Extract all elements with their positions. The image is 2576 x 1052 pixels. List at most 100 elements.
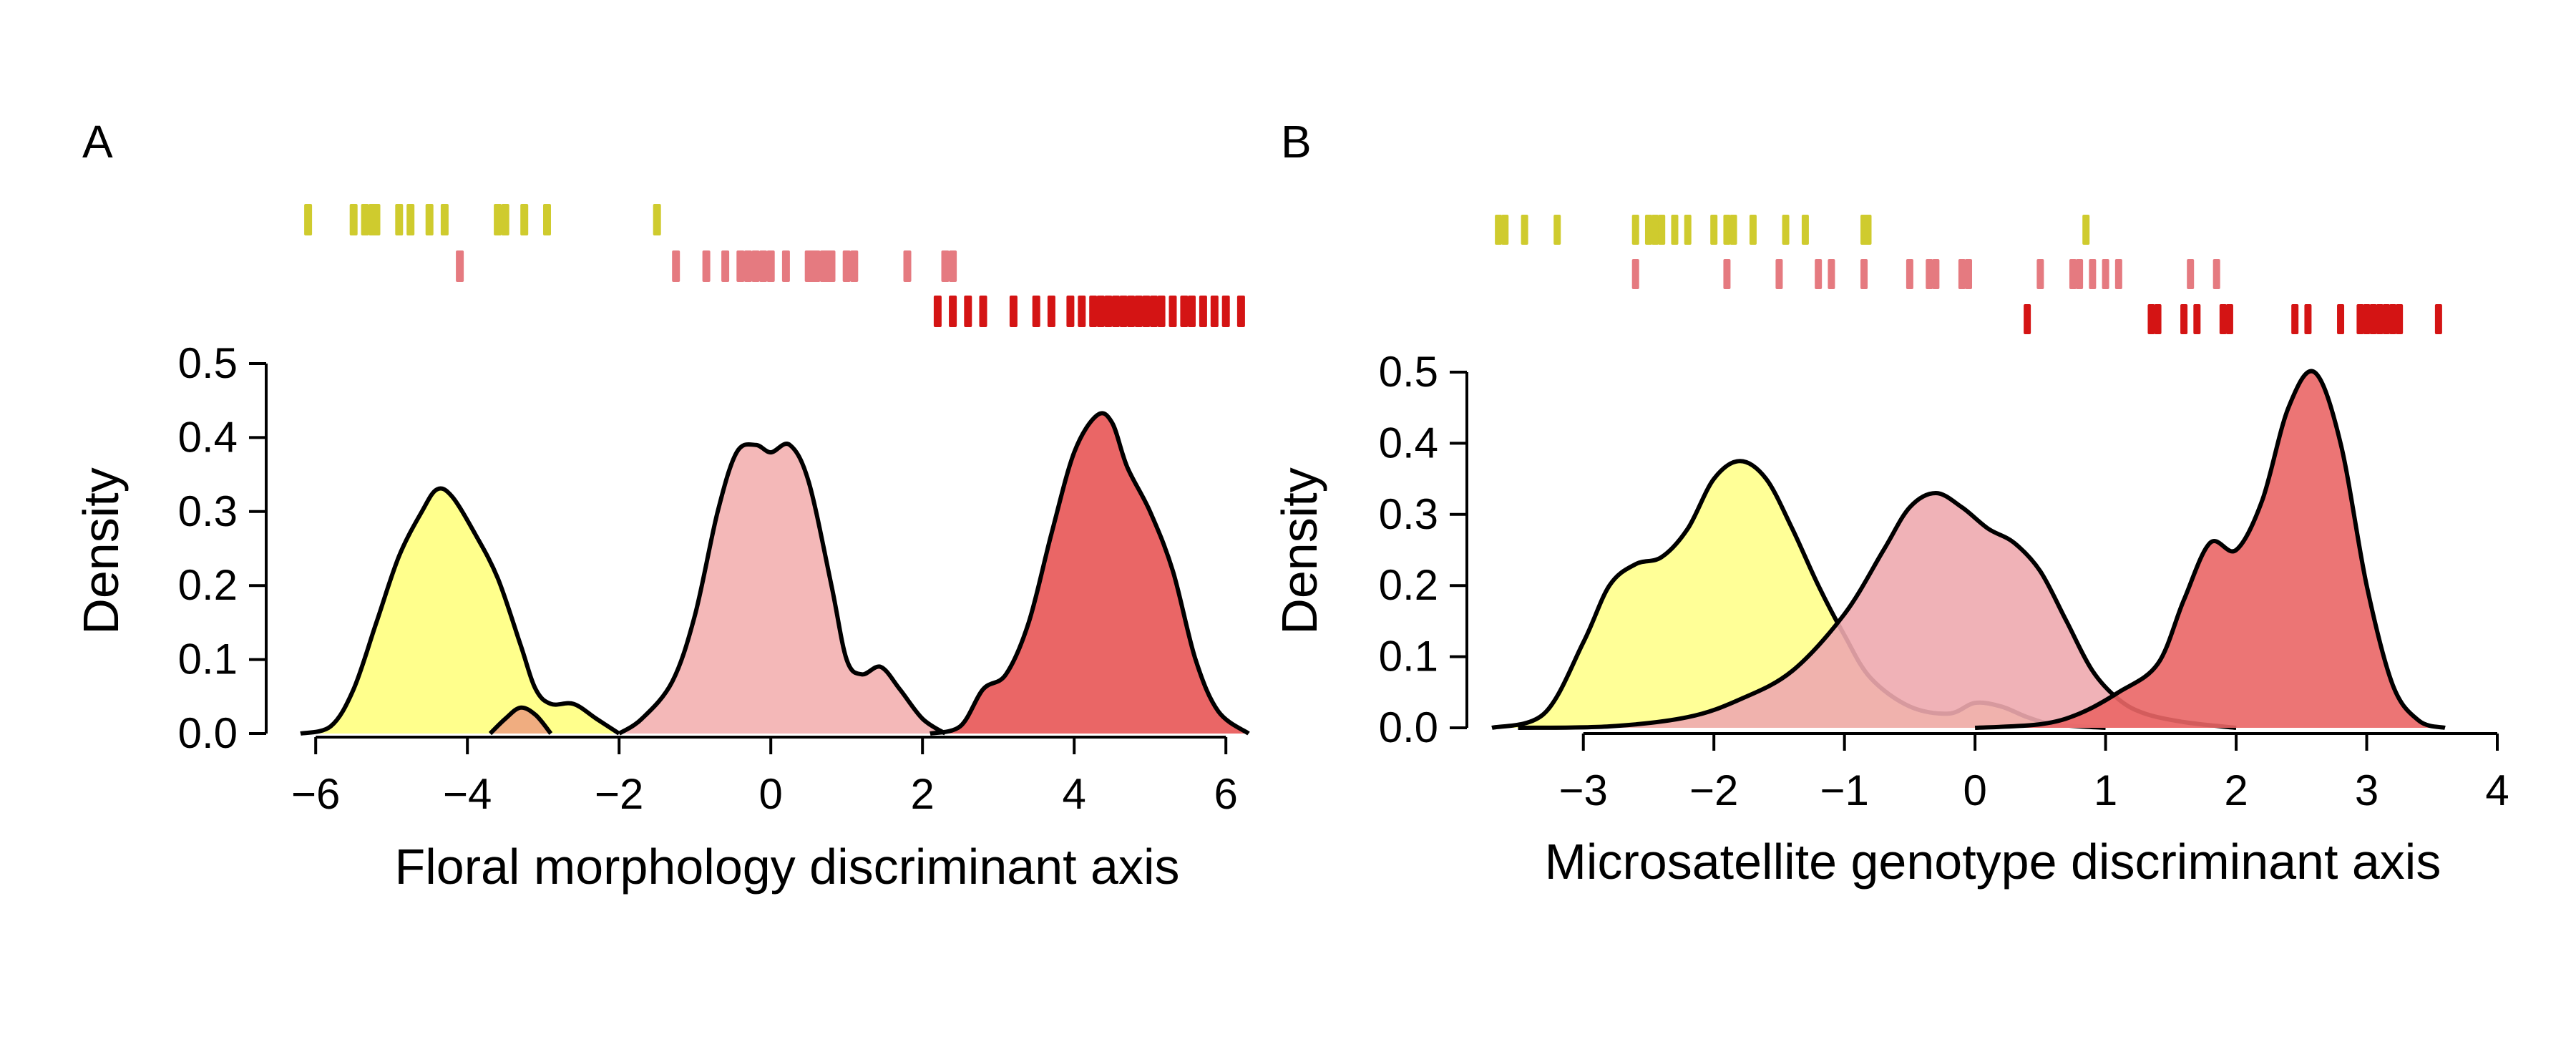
rug-mark-a-s2-12	[1112, 296, 1120, 327]
density-line-a-0	[300, 486, 620, 736]
rug-mark-a-s0-9	[494, 204, 502, 235]
density-fill-a-0	[301, 488, 620, 734]
x-tick-label-a-6: 6	[1214, 770, 1238, 818]
rug-mark-b-s0-9	[1684, 215, 1692, 245]
rug-mark-b-s2-8	[2304, 304, 2312, 334]
rug-mark-b-s1-7	[1926, 259, 1933, 289]
rug-mark-a-s1-5	[743, 250, 752, 282]
rug-mark-b-s1-17	[2187, 259, 2195, 289]
rug-mark-a-s1-12	[812, 250, 821, 282]
rug-mark-a-s2-14	[1127, 296, 1136, 327]
y-tick-label-a-0: 0.0	[178, 709, 238, 757]
panel-letter-b: B	[1281, 116, 1312, 167]
x-axis-title-b: Microsatellite genotype discriminant axi…	[1545, 834, 2441, 890]
rug-mark-a-s1-6	[751, 250, 760, 282]
rug-mark-a-s0-11	[520, 204, 529, 235]
panel-a: A −6 −4 −2 0 2 4 6 0.0 0.1 0.2 0.3 0.4 0.5 Floral mo…	[73, 116, 1250, 895]
rug-mark-a-s1-9	[781, 250, 790, 282]
rug-mark-a-s0-0	[304, 204, 313, 235]
y-tick-label-a-5: 0.5	[178, 339, 238, 387]
rug-mark-b-s1-4	[1828, 259, 1835, 289]
x-tick-label-b-6: 3	[2355, 766, 2379, 814]
x-tick-label-b-3: 0	[1963, 766, 1986, 814]
rug-mark-b-s2-12	[2369, 304, 2377, 334]
rug-mark-b-s2-11	[2363, 304, 2371, 334]
rug-mark-b-s2-0	[2024, 304, 2031, 334]
rug-mark-a-s2-5	[1032, 296, 1040, 327]
rug-mark-b-s0-6	[1652, 215, 1659, 245]
density-fill-a-2	[930, 413, 1249, 734]
rug-mark-a-s2-20	[1180, 296, 1189, 327]
rug-mark-a-s2-24	[1221, 296, 1230, 327]
x-tick-label-a-5: 4	[1063, 770, 1086, 818]
y-tick-label-b-4: 0.4	[1379, 419, 1438, 467]
rug-mark-a-s1-0	[456, 250, 464, 282]
rug-mark-b-s2-17	[2434, 304, 2442, 334]
rug-mark-a-s0-2	[361, 204, 369, 235]
panel-b: B −3 −2 −1 0 1 2 3 4 0.0 0.1 0.2 0.3 0.4 0.5 Microsat…	[1272, 116, 2509, 890]
rug-mark-b-s0-12	[1729, 215, 1737, 245]
x-tick-label-a-0: −6	[291, 770, 340, 818]
rug-mark-a-s1-16	[842, 250, 851, 282]
rug-mark-a-s2-7	[1066, 296, 1075, 327]
rug-mark-a-s0-8	[440, 204, 449, 235]
x-tick-label-b-1: −2	[1689, 766, 1738, 814]
y-tick-label-b-0: 0.0	[1379, 703, 1438, 751]
rug-mark-a-s1-8	[766, 250, 775, 282]
rug-mark-b-s1-12	[2069, 259, 2077, 289]
density-fill-b-0	[1492, 461, 2106, 728]
y-tick-label-a-2: 0.2	[178, 561, 238, 609]
rug-mark-b-s1-8	[1932, 259, 1940, 289]
rug-mark-b-s0-17	[1864, 215, 1872, 245]
rug-mark-a-s1-19	[941, 250, 950, 282]
rug-mark-b-s0-8	[1671, 215, 1679, 245]
rug-mark-b-s2-1	[2147, 304, 2155, 334]
x-tick-label-b-4: 1	[2094, 766, 2117, 814]
rug-mark-b-s0-1	[1501, 215, 1509, 245]
rug-mark-b-s0-2	[1521, 215, 1528, 245]
rug-mark-b-s1-16	[2114, 259, 2122, 289]
rug-mark-b-s0-4	[1631, 215, 1639, 245]
rug-mark-b-s1-10	[1965, 259, 1973, 289]
rug-marks-b	[1495, 215, 2442, 334]
rug-mark-a-s2-9	[1089, 296, 1098, 327]
rug-mark-b-s2-15	[2389, 304, 2397, 334]
rug-mark-a-s1-2	[702, 250, 711, 282]
rug-mark-b-s2-7	[2291, 304, 2299, 334]
rug-mark-b-s1-9	[1958, 259, 1966, 289]
rug-mark-a-s0-1	[349, 204, 358, 235]
axes-b: −3 −2 −1 0 1 2 3 4 0.0 0.1 0.2 0.3 0.4 0.5	[1379, 348, 2509, 814]
rug-mark-b-s2-4	[2193, 304, 2201, 334]
y-tick-label-b-3: 0.3	[1379, 490, 1438, 538]
y-tick-label-b-2: 0.2	[1379, 561, 1438, 609]
y-tick-label-a-3: 0.3	[178, 487, 238, 535]
rug-mark-b-s2-16	[2396, 304, 2404, 334]
rug-mark-a-s2-0	[933, 296, 942, 327]
x-tick-label-b-7: 4	[2485, 766, 2509, 814]
x-tick-label-b-5: 2	[2224, 766, 2248, 814]
rug-mark-a-s0-5	[395, 204, 404, 235]
rug-mark-a-s2-23	[1210, 296, 1219, 327]
rug-mark-a-s2-15	[1134, 296, 1143, 327]
rug-mark-b-s1-14	[2089, 259, 2097, 289]
rug-mark-b-s0-7	[1658, 215, 1666, 245]
rug-mark-b-s2-9	[2337, 304, 2345, 334]
rug-mark-a-s2-11	[1104, 296, 1113, 327]
y-tick-label-a-4: 0.4	[178, 413, 238, 461]
rug-mark-a-s1-1	[672, 250, 680, 282]
rug-mark-b-s0-11	[1723, 215, 1731, 245]
rug-mark-b-s2-10	[2356, 304, 2364, 334]
rug-mark-b-s0-0	[1495, 215, 1503, 245]
x-tick-label-a-2: −2	[595, 770, 643, 818]
rug-mark-b-s2-5	[2219, 304, 2227, 334]
rug-mark-b-s2-3	[2180, 304, 2188, 334]
rug-mark-b-s1-2	[1775, 259, 1783, 289]
rug-mark-b-s0-14	[1782, 215, 1790, 245]
rug-mark-a-s1-3	[721, 250, 730, 282]
rug-mark-a-s2-6	[1047, 296, 1055, 327]
rug-mark-a-s1-17	[850, 250, 859, 282]
y-tick-label-b-1: 0.1	[1379, 633, 1438, 681]
density-line-a-2	[930, 411, 1250, 736]
rug-mark-b-s2-2	[2154, 304, 2162, 334]
rug-mark-b-s2-14	[2382, 304, 2390, 334]
